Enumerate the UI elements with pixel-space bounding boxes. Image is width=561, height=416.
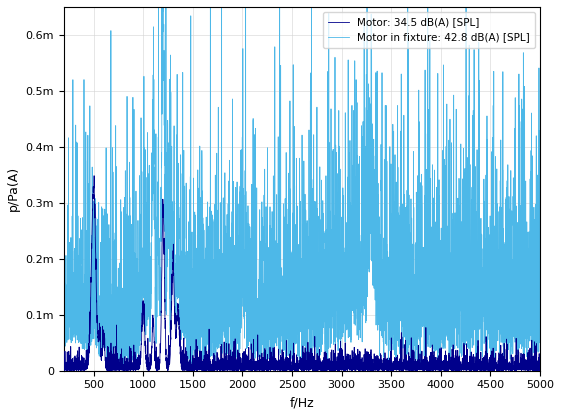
Line: Motor: 34.5 dB(A) [SPL]: Motor: 34.5 dB(A) [SPL] xyxy=(64,176,540,371)
Motor: 34.5 dB(A) [SPL]: (3.55e+03, 2.38e-05): 34.5 dB(A) [SPL]: (3.55e+03, 2.38e-05) xyxy=(393,355,400,360)
Motor in fixture: 42.8 dB(A) [SPL]: (2.34e+03, 0.000283): 42.8 dB(A) [SPL]: (2.34e+03, 0.000283) xyxy=(273,210,280,215)
Motor in fixture: 42.8 dB(A) [SPL]: (4.52e+03, 0.00014): 42.8 dB(A) [SPL]: (4.52e+03, 0.00014) xyxy=(489,290,496,295)
Motor: 34.5 dB(A) [SPL]: (5e+03, 1.32e-06): 34.5 dB(A) [SPL]: (5e+03, 1.32e-06) xyxy=(537,368,544,373)
Motor: 34.5 dB(A) [SPL]: (1.21e+03, 0.000165): 34.5 dB(A) [SPL]: (1.21e+03, 0.000165) xyxy=(161,276,168,281)
Y-axis label: p/Pa(A): p/Pa(A) xyxy=(7,166,20,211)
Motor in fixture: 42.8 dB(A) [SPL]: (3.55e+03, 0.000337): 42.8 dB(A) [SPL]: (3.55e+03, 0.000337) xyxy=(393,180,399,185)
Motor in fixture: 42.8 dB(A) [SPL]: (694, 1e-05): 42.8 dB(A) [SPL]: (694, 1e-05) xyxy=(109,363,116,368)
Motor in fixture: 42.8 dB(A) [SPL]: (2.26e+03, 2.15e-05): 42.8 dB(A) [SPL]: (2.26e+03, 2.15e-05) xyxy=(265,356,272,361)
Line: Motor in fixture: 42.8 dB(A) [SPL]: Motor in fixture: 42.8 dB(A) [SPL] xyxy=(64,0,540,365)
Motor in fixture: 42.8 dB(A) [SPL]: (1.21e+03, 0.000367): 42.8 dB(A) [SPL]: (1.21e+03, 0.000367) xyxy=(161,163,168,168)
Motor: 34.5 dB(A) [SPL]: (2.26e+03, 6.43e-07): 34.5 dB(A) [SPL]: (2.26e+03, 6.43e-07) xyxy=(265,368,272,373)
Motor: 34.5 dB(A) [SPL]: (2.85e+03, 6.94e-06): 34.5 dB(A) [SPL]: (2.85e+03, 6.94e-06) xyxy=(323,364,330,369)
Motor in fixture: 42.8 dB(A) [SPL]: (200, 0.00014): 42.8 dB(A) [SPL]: (200, 0.00014) xyxy=(61,290,67,295)
Motor: 34.5 dB(A) [SPL]: (3.1e+03, 1.16e-10): 34.5 dB(A) [SPL]: (3.1e+03, 1.16e-10) xyxy=(348,368,355,373)
Motor: 34.5 dB(A) [SPL]: (2.34e+03, 3.77e-06): 34.5 dB(A) [SPL]: (2.34e+03, 3.77e-06) xyxy=(273,366,280,371)
X-axis label: f/Hz: f/Hz xyxy=(289,396,314,409)
Motor in fixture: 42.8 dB(A) [SPL]: (2.85e+03, 3.34e-05): 42.8 dB(A) [SPL]: (2.85e+03, 3.34e-05) xyxy=(323,349,330,354)
Motor: 34.5 dB(A) [SPL]: (505, 0.000348): 34.5 dB(A) [SPL]: (505, 0.000348) xyxy=(91,173,98,178)
Legend: Motor: 34.5 dB(A) [SPL], Motor in fixture: 42.8 dB(A) [SPL]: Motor: 34.5 dB(A) [SPL], Motor in fixtur… xyxy=(323,12,535,48)
Motor: 34.5 dB(A) [SPL]: (4.52e+03, 6.56e-06): 34.5 dB(A) [SPL]: (4.52e+03, 6.56e-06) xyxy=(489,364,496,369)
Motor in fixture: 42.8 dB(A) [SPL]: (5e+03, 3.51e-05): 42.8 dB(A) [SPL]: (5e+03, 3.51e-05) xyxy=(537,349,544,354)
Motor: 34.5 dB(A) [SPL]: (200, 4.69e-06): 34.5 dB(A) [SPL]: (200, 4.69e-06) xyxy=(61,366,67,371)
